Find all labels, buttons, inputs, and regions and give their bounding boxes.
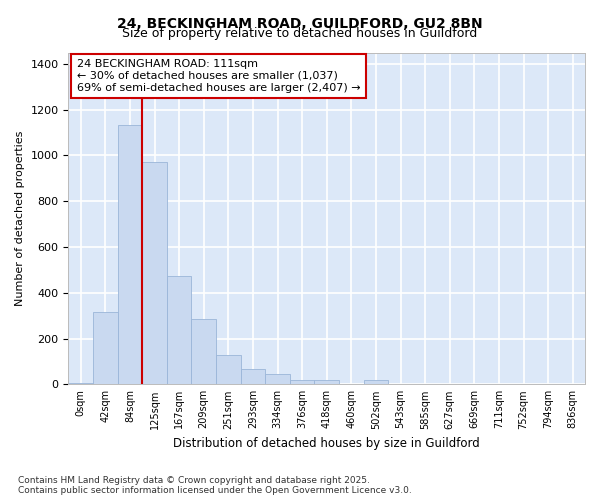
Text: Contains HM Land Registry data © Crown copyright and database right 2025.
Contai: Contains HM Land Registry data © Crown c… [18,476,412,495]
Text: 24 BECKINGHAM ROAD: 111sqm
← 30% of detached houses are smaller (1,037)
69% of s: 24 BECKINGHAM ROAD: 111sqm ← 30% of deta… [77,60,361,92]
Bar [68,383,93,384]
Text: Size of property relative to detached houses in Guildford: Size of property relative to detached ho… [122,28,478,40]
Bar [290,380,314,384]
Bar [216,354,241,384]
Bar [93,312,118,384]
Bar [241,370,265,384]
Text: 24, BECKINGHAM ROAD, GUILDFORD, GU2 8BN: 24, BECKINGHAM ROAD, GUILDFORD, GU2 8BN [117,18,483,32]
Bar [191,319,216,384]
Bar [142,162,167,384]
Y-axis label: Number of detached properties: Number of detached properties [15,130,25,306]
Bar [364,380,388,384]
Bar [265,374,290,384]
Bar [118,124,142,384]
Bar [167,276,191,384]
Bar [314,380,339,384]
X-axis label: Distribution of detached houses by size in Guildford: Distribution of detached houses by size … [173,437,480,450]
